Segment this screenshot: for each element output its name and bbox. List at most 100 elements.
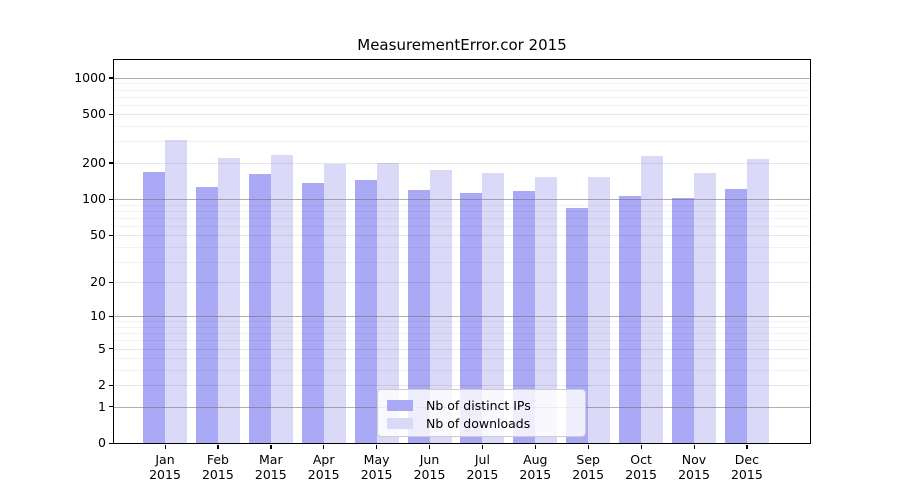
legend-swatch-distinct-ips [387,399,413,411]
gridline-200 [114,162,810,164]
y-tick-mark-2 [109,384,113,386]
gridline-5 [114,348,810,350]
bar-distinct-ips-jan [143,171,165,444]
gridline-700 [114,96,810,98]
x-tick-mark-mar [270,445,272,449]
gridline-1000 [114,77,810,79]
gridline-90 [114,204,810,206]
x-tick-label-oct: Oct 2015 [625,452,657,482]
y-tick-label-500: 500 [82,106,106,122]
bar-downloads-feb [217,157,240,444]
gridline-2 [114,385,810,387]
gridline-20 [114,282,810,284]
x-tick-mark-aug [534,445,537,449]
grid-overlay [114,60,810,443]
y-tick-label-100: 100 [82,191,106,207]
y-tick-mark-50 [109,234,113,237]
gridline-100 [114,199,810,201]
bar-distinct-ips-oct [619,195,642,444]
y-tick-mark-10 [109,315,113,318]
y-tick-mark-1 [109,406,113,408]
gridline-900 [114,83,810,85]
x-tick-label-apr: Apr 2015 [307,452,340,482]
x-tick-label-jun: Jun 2015 [413,452,446,482]
legend-label-downloads: Nb of downloads [426,415,531,431]
gridline-80 [114,210,810,212]
legend-row-downloads: Nb of downloads [387,414,585,432]
x-tick-label-feb: Feb 2015 [201,452,234,482]
y-tick-mark-20 [109,281,113,284]
x-tick-mark-dec [746,445,748,449]
bar-downloads-jun [429,169,452,444]
bar-downloads-jul [482,173,505,444]
x-tick-label-mar: Mar 2015 [254,452,287,482]
gridline-9 [114,321,810,323]
y-tick-mark-5 [109,348,113,350]
bar-downloads-apr [323,164,346,444]
x-tick-mark-jul [481,445,484,449]
gridline-50 [114,235,810,237]
x-tick-mark-nov [693,445,695,449]
gridline-7 [114,333,810,335]
y-tick-mark-100 [109,198,113,200]
legend-row-distinct-ips: Nb of distinct IPs [387,396,585,414]
plot-area [114,60,810,444]
bar-downloads-jan [165,139,187,444]
gridline-4 [114,358,810,360]
x-tick-label-jan: Jan 2015 [149,452,181,482]
y-tick-mark-200 [109,162,113,164]
gridline-6 [114,340,810,342]
x-tick-mark-jan [164,445,166,449]
bar-distinct-ips-feb [195,187,218,444]
bar-distinct-ips-may [354,180,377,444]
bar-downloads-dec [746,159,769,444]
x-tick-label-jul: Jul 2015 [466,452,499,482]
bar-distinct-ips-apr [301,182,324,444]
x-tick-mark-sep [587,445,589,449]
y-tick-mark-1000 [109,77,113,79]
x-tick-label-may: May 2015 [360,452,393,482]
x-tick-mark-feb [217,445,219,449]
gridline-8 [114,327,810,329]
legend-swatch-downloads [387,417,413,429]
y-tick-label-0: 0 [98,435,106,451]
bars-layer [114,60,810,444]
bar-distinct-ips-dec [724,189,747,444]
bar-distinct-ips-nov [672,197,694,444]
gridline-300 [114,141,810,143]
y-tick-label-200: 200 [82,154,106,170]
y-tick-label-20: 20 [90,274,106,290]
x-tick-label-sep: Sep 2015 [572,452,605,482]
bar-downloads-aug [535,176,558,444]
x-tick-mark-jun [429,445,431,449]
x-tick-label-nov: Nov 2015 [678,452,710,482]
y-tick-label-5: 5 [98,340,106,356]
bar-distinct-ips-sep [566,208,589,444]
bar-distinct-ips-mar [248,174,271,444]
x-tick-mark-apr [323,445,325,449]
y-tick-label-2: 2 [98,377,106,393]
y-tick-label-1: 1 [98,398,106,414]
gridline-60 [114,225,810,227]
x-tick-label-dec: Dec 2015 [730,452,763,482]
gridline-600 [114,104,810,106]
legend-label-distinct-ips: Nb of distinct IPs [426,397,531,413]
y-tick-mark-500 [109,113,113,116]
gridline-30 [114,261,810,263]
gridline-3 [114,369,810,371]
bar-downloads-oct [641,155,664,444]
gridline-70 [114,217,810,219]
y-tick-label-10: 10 [90,308,106,324]
gridline-800 [114,89,810,91]
y-tick-mark-0 [109,442,113,445]
x-tick-label-aug: Aug 2015 [519,452,552,482]
bar-downloads-sep [588,177,611,444]
gridline-40 [114,246,810,248]
legend: Nb of distinct IPs Nb of downloads [377,389,586,437]
x-tick-mark-oct [640,445,642,449]
gridline-400 [114,126,810,128]
bar-downloads-may [376,163,399,444]
gridline-10 [114,316,810,318]
gridline-500 [114,114,810,116]
bar-downloads-nov [694,173,716,444]
